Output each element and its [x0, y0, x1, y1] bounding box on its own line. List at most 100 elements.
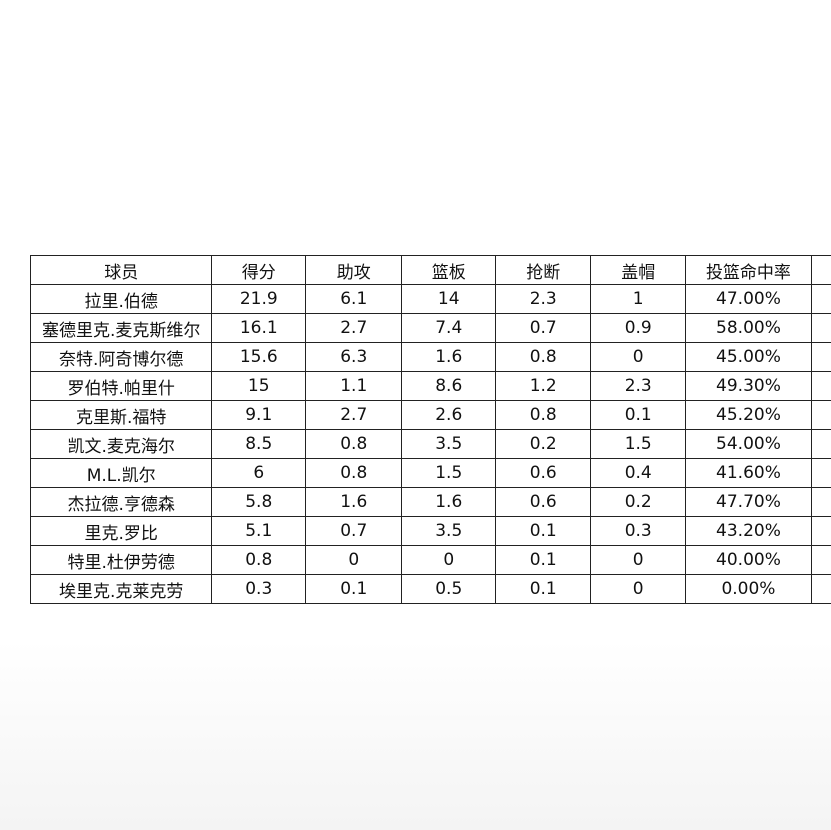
- stat-cell: 45.00%: [684, 342, 812, 372]
- player-cell: 特里.杜伊劳德: [29, 545, 213, 575]
- stat-cell: 0.4: [590, 458, 686, 488]
- data-row: 里克.罗比 5.1 0.7 3.5 0.1 0.3 43.20%: [29, 516, 831, 546]
- stat-cell: 1.1: [305, 371, 403, 401]
- player-cell: 里克.罗比: [29, 516, 213, 546]
- stat-cell: 2.6: [401, 400, 496, 430]
- stat-cell: 0.3: [211, 574, 307, 604]
- stat-cell: 2.3: [590, 371, 686, 401]
- stat-cell: 5.1: [211, 516, 307, 546]
- stat-cell: 0: [590, 574, 686, 604]
- stat-cell: 16.1: [211, 313, 307, 343]
- stat-cell: 2.7: [305, 400, 403, 430]
- stat-cell: 0.1: [305, 574, 403, 604]
- data-row: 特里.杜伊劳德 0.8 0 0 0.1 0 40.00%: [29, 545, 831, 575]
- stat-cell: 0.7: [494, 313, 592, 343]
- cut-off-cell: [810, 371, 831, 401]
- stat-cell: 5.8: [211, 487, 307, 517]
- cut-off-cell: [810, 400, 831, 430]
- stat-cell: 1.5: [401, 458, 496, 488]
- stat-cell: 41.60%: [684, 458, 812, 488]
- header-cell: 得分: [211, 255, 307, 285]
- stat-cell: 43.20%: [684, 516, 812, 546]
- stat-cell: 0.1: [590, 400, 686, 430]
- stat-cell: 3.5: [401, 516, 496, 546]
- data-row: 塞德里克.麦克斯维尔 16.1 2.7 7.4 0.7 0.9 58.00%: [29, 313, 831, 343]
- player-cell: 克里斯.福特: [29, 400, 213, 430]
- player-cell: 拉里.伯德: [29, 284, 213, 314]
- player-cell: 塞德里克.麦克斯维尔: [29, 313, 213, 343]
- stat-cell: 58.00%: [684, 313, 812, 343]
- stat-cell: 15.6: [211, 342, 307, 372]
- stat-cell: 0.5: [401, 574, 496, 604]
- cut-off-cell: [810, 516, 831, 546]
- stat-cell: 0.8: [494, 342, 592, 372]
- data-row: 克里斯.福特 9.1 2.7 2.6 0.8 0.1 45.20%: [29, 400, 831, 430]
- stat-cell: 1.6: [305, 487, 403, 517]
- stat-cell: 47.70%: [684, 487, 812, 517]
- data-row: M.L.凯尔 6 0.8 1.5 0.6 0.4 41.60%: [29, 458, 831, 488]
- stat-cell: 2.3: [494, 284, 592, 314]
- stat-cell: 0.1: [494, 574, 592, 604]
- stat-cell: 0.2: [494, 429, 592, 459]
- data-row: 埃里克.克莱克劳 0.3 0.1 0.5 0.1 0 0.00%: [29, 574, 831, 604]
- stat-cell: 0.6: [494, 458, 592, 488]
- stat-cell: 14: [401, 284, 496, 314]
- stat-cell: 0.00%: [684, 574, 812, 604]
- stat-cell: 47.00%: [684, 284, 812, 314]
- stat-cell: 0.2: [590, 487, 686, 517]
- header-cell: 球员: [29, 255, 213, 285]
- stat-cell: 6.3: [305, 342, 403, 372]
- cut-off-cell: [810, 284, 831, 314]
- stat-cell: 0.9: [590, 313, 686, 343]
- cut-off-cell: [810, 487, 831, 517]
- data-row: 凯文.麦克海尔 8.5 0.8 3.5 0.2 1.5 54.00%: [29, 429, 831, 459]
- stat-cell: 0: [590, 545, 686, 575]
- stat-cell: 0.7: [305, 516, 403, 546]
- stat-cell: 0.3: [590, 516, 686, 546]
- cut-off-cell: [810, 574, 831, 604]
- cut-off-cell: [810, 313, 831, 343]
- background-shade: [0, 640, 831, 830]
- stat-cell: 0.8: [211, 545, 307, 575]
- stat-cell: 1.5: [590, 429, 686, 459]
- stat-cell: 6: [211, 458, 307, 488]
- stat-cell: 1.2: [494, 371, 592, 401]
- cut-off-cell: [810, 545, 831, 575]
- data-row: 奈特.阿奇博尔德 15.6 6.3 1.6 0.8 0 45.00%: [29, 342, 831, 372]
- stat-cell: 9.1: [211, 400, 307, 430]
- data-row: 罗伯特.帕里什 15 1.1 8.6 1.2 2.3 49.30%: [29, 371, 831, 401]
- stat-cell: 0.8: [494, 400, 592, 430]
- stat-cell: 1.6: [401, 342, 496, 372]
- header-row: 球员 得分 助攻 篮板 抢断 盖帽 投篮命中率: [29, 255, 831, 285]
- stat-cell: 0.8: [305, 429, 403, 459]
- stat-cell: 54.00%: [684, 429, 812, 459]
- player-cell: 奈特.阿奇博尔德: [29, 342, 213, 372]
- data-row: 拉里.伯德 21.9 6.1 14 2.3 1 47.00%: [29, 284, 831, 314]
- player-cell: 杰拉德.亨德森: [29, 487, 213, 517]
- data-row: 杰拉德.亨德森 5.8 1.6 1.6 0.6 0.2 47.70%: [29, 487, 831, 517]
- stat-cell: 49.30%: [684, 371, 812, 401]
- stat-cell: 8.5: [211, 429, 307, 459]
- stat-cell: 21.9: [211, 284, 307, 314]
- header-cell: 投篮命中率: [684, 255, 812, 285]
- stat-cell: 1: [590, 284, 686, 314]
- cut-off-cell: [810, 255, 831, 285]
- player-cell: 埃里克.克莱克劳: [29, 574, 213, 604]
- player-cell: 凯文.麦克海尔: [29, 429, 213, 459]
- stat-cell: 0.1: [494, 545, 592, 575]
- player-cell: M.L.凯尔: [29, 458, 213, 488]
- header-cell: 抢断: [494, 255, 592, 285]
- stat-cell: 0.8: [305, 458, 403, 488]
- stat-cell: 45.20%: [684, 400, 812, 430]
- stat-cell: 40.00%: [684, 545, 812, 575]
- cut-off-cell: [810, 429, 831, 459]
- stat-cell: 15: [211, 371, 307, 401]
- header-cell: 篮板: [401, 255, 496, 285]
- stat-cell: 0.1: [494, 516, 592, 546]
- cut-off-cell: [810, 342, 831, 372]
- stat-cell: 1.6: [401, 487, 496, 517]
- stat-cell: 0: [401, 545, 496, 575]
- header-cell: 助攻: [305, 255, 403, 285]
- stat-cell: 6.1: [305, 284, 403, 314]
- player-cell: 罗伯特.帕里什: [29, 371, 213, 401]
